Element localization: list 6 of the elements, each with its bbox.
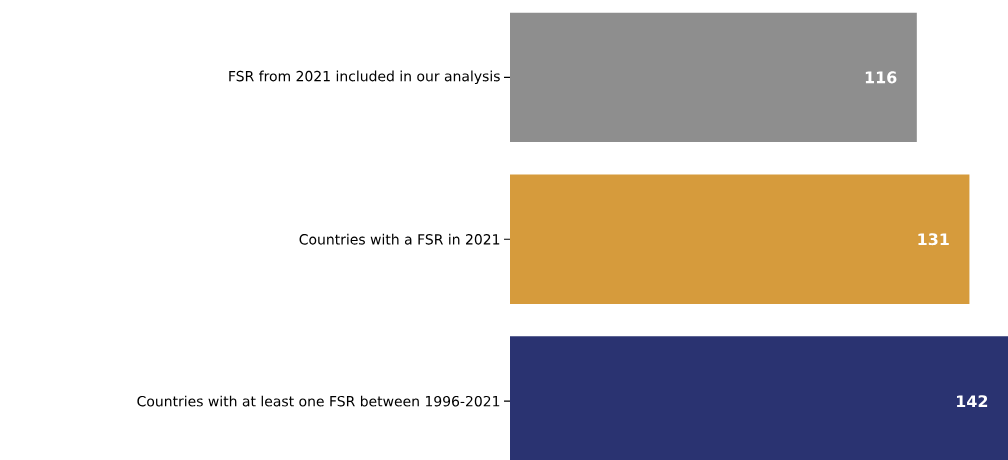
data-label: 142 [957,395,988,408]
data-label: 131 [918,233,949,246]
y-tick-label: FSR from 2021 included in our analysis [229,70,500,85]
y-tick-label: Countries with at least one FSR between 1996-2021 [137,395,500,407]
data-label: 116 [865,71,897,84]
y-tick-label: Countries with a FSR in 2021 [299,233,500,245]
